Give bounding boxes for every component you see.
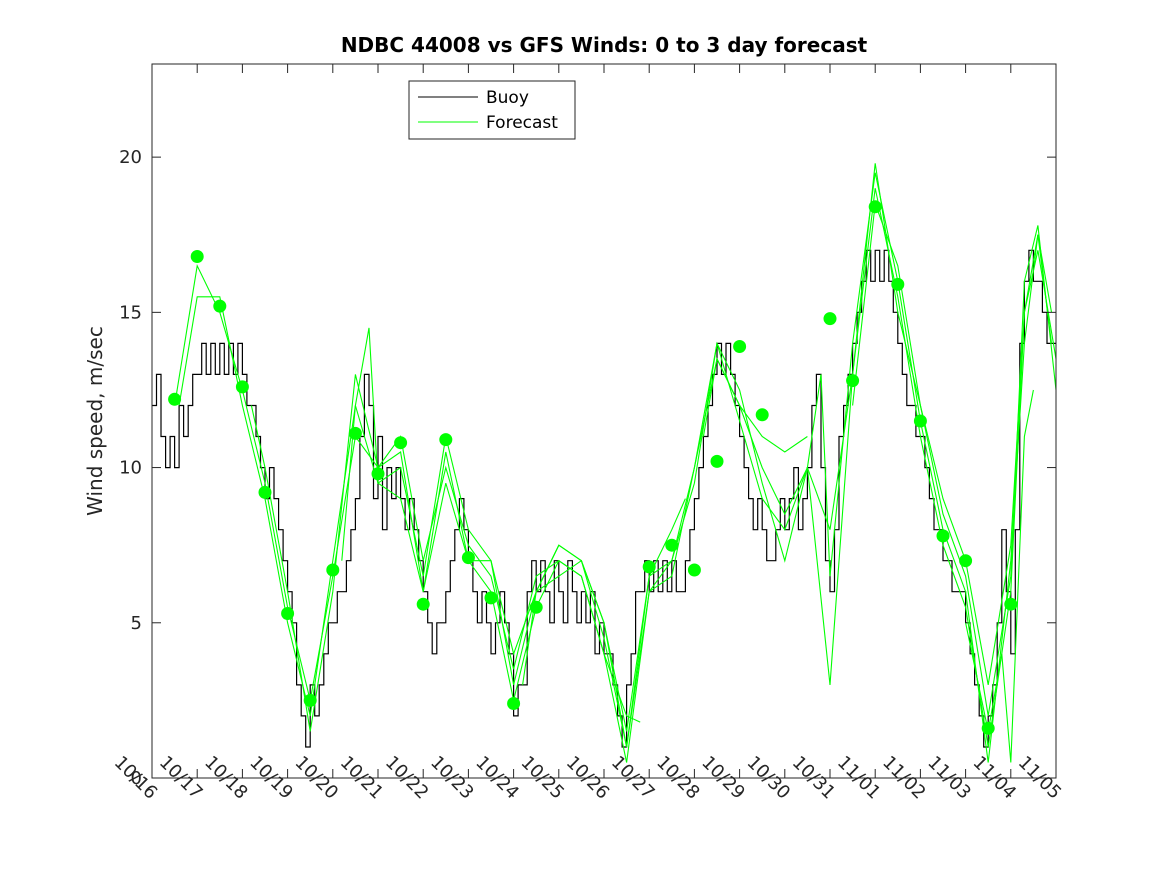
legend-buoy-label: Buoy xyxy=(486,88,529,108)
legend: Buoy Forecast xyxy=(408,80,576,140)
forecast-marker xyxy=(642,560,656,574)
forecast-marker xyxy=(303,693,317,707)
buoy-line xyxy=(152,249,1056,748)
forecast-marker xyxy=(461,551,475,565)
forecast-marker xyxy=(213,299,227,313)
forecast-marker xyxy=(484,591,498,605)
y-tick-label: 20 xyxy=(119,147,142,168)
forecast-marker xyxy=(371,467,385,481)
buoy-series xyxy=(152,249,1056,748)
y-axis-label: Wind speed, m/sec xyxy=(83,326,107,516)
forecast-line-2 xyxy=(178,296,686,748)
forecast-marker xyxy=(281,607,295,620)
axes-background xyxy=(152,64,1056,778)
forecast-marker xyxy=(258,485,272,499)
chart-title: NDBC 44008 vs GFS Winds: 0 to 3 day fore… xyxy=(341,33,868,57)
y-tick-label: 5 xyxy=(131,613,142,634)
forecast-marker xyxy=(981,721,995,735)
forecast-marker xyxy=(687,563,701,577)
forecast-marker xyxy=(665,538,679,552)
legend-box xyxy=(408,80,576,140)
forecast-marker xyxy=(891,277,905,291)
y-tick-label: 10 xyxy=(119,458,142,479)
forecast-marker xyxy=(326,563,340,577)
forecast-marker xyxy=(733,340,747,353)
forecast-marker xyxy=(416,597,430,611)
forecast-marker xyxy=(710,454,724,468)
forecast-marker xyxy=(190,250,204,263)
forecast-marker xyxy=(755,408,769,422)
forecast-markers xyxy=(168,200,1018,735)
forecast-marker xyxy=(507,697,521,710)
forecast-line-4 xyxy=(341,188,1053,748)
y-tick-label: 15 xyxy=(119,302,142,323)
forecast-marker xyxy=(936,529,950,543)
forecast-marker xyxy=(168,392,182,406)
forecast-marker xyxy=(235,380,249,394)
y-tick-label: 0 xyxy=(131,768,142,789)
forecast-marker xyxy=(348,426,362,440)
forecast-marker xyxy=(868,200,882,214)
forecast-marker xyxy=(1004,597,1018,611)
legend-forecast-label: Forecast xyxy=(486,113,558,133)
y-axis: 0 5 10 15 20 xyxy=(119,147,1056,789)
forecast-line-6 xyxy=(702,163,1057,716)
forecast-marker xyxy=(913,414,927,428)
forecast-marker xyxy=(394,436,408,450)
forecast-marker xyxy=(846,374,860,388)
forecast-marker xyxy=(439,433,453,447)
plot-area xyxy=(151,63,1057,779)
forecast-marker xyxy=(959,554,973,568)
forecast-marker xyxy=(529,600,543,614)
forecast-marker xyxy=(823,312,837,326)
forecast-line-8 xyxy=(965,389,1034,763)
